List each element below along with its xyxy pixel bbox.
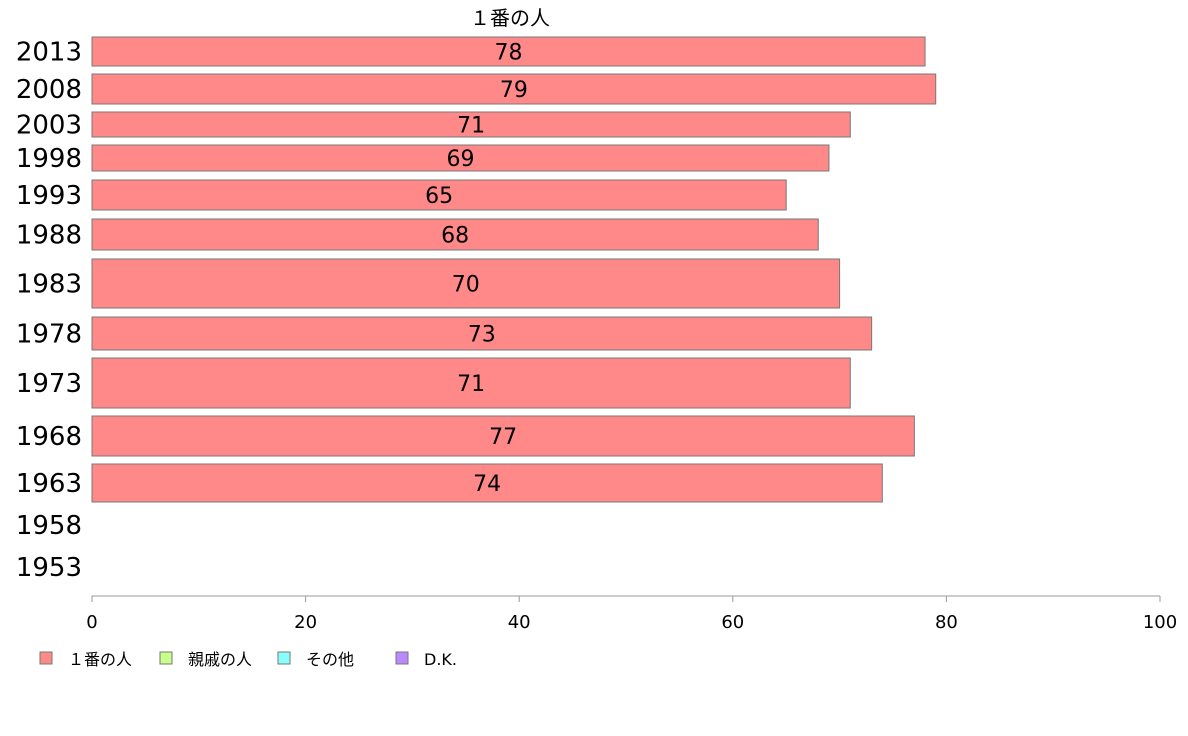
legend-label-3: D.K. <box>424 650 457 669</box>
legend-swatch-1 <box>159 651 173 665</box>
data-label-2003: 71 <box>457 114 485 139</box>
bar-1973 <box>91 357 851 409</box>
legend-label-0: １番の人 <box>68 650 132 669</box>
data-label-1978: 73 <box>468 323 496 348</box>
bar-1988 <box>91 218 819 251</box>
category-label-2008: 2008 <box>16 75 82 105</box>
data-label-1968: 77 <box>489 425 517 450</box>
category-label-1963: 1963 <box>16 469 82 499</box>
data-label-1988: 68 <box>441 224 469 249</box>
x-tick-label-60: 60 <box>721 612 744 633</box>
bar-1983 <box>91 258 841 309</box>
category-label-1978: 1978 <box>16 320 82 350</box>
category-label-1983: 1983 <box>16 270 82 300</box>
category-label-1988: 1988 <box>16 221 82 251</box>
chart-rows: 2013 78 2008 79 2003 71 1998 69 1993 65 1988 68 1983… <box>16 36 937 583</box>
bar-1993 <box>91 179 787 211</box>
x-tick-label-0: 0 <box>86 612 97 633</box>
data-label-1963: 74 <box>473 472 501 497</box>
bar-1963 <box>91 463 883 503</box>
legend-label-2: その他 <box>306 650 354 669</box>
data-label-2008: 79 <box>500 78 528 103</box>
data-label-1993: 65 <box>425 184 453 209</box>
bar-1998 <box>91 144 830 172</box>
category-label-1953: 1953 <box>16 553 82 583</box>
bar-1968 <box>91 415 915 457</box>
category-label-1998: 1998 <box>16 144 82 174</box>
bar-2003 <box>91 111 851 138</box>
data-label-1983: 70 <box>452 273 480 298</box>
bar-2008 <box>91 73 937 105</box>
x-tick-label-80: 80 <box>935 612 958 633</box>
series-title: １番の人 <box>470 6 550 30</box>
category-label-1993: 1993 <box>16 181 82 211</box>
legend-swatch-3 <box>395 651 409 665</box>
legend-swatch-2 <box>277 651 291 665</box>
bar-2013 <box>91 36 926 67</box>
x-tick-label-100: 100 <box>1143 612 1177 633</box>
x-tick-label-20: 20 <box>294 612 317 633</box>
category-label-2003: 2003 <box>16 111 82 141</box>
category-label-1958: 1958 <box>16 511 82 541</box>
category-label-1968: 1968 <box>16 422 82 452</box>
x-axis: 0 20 40 60 80 100 <box>86 595 1177 633</box>
category-label-1973: 1973 <box>16 369 82 399</box>
legend-swatch-0 <box>39 651 53 665</box>
legend-label-1: 親戚の人 <box>188 650 252 669</box>
data-label-1998: 69 <box>446 147 474 172</box>
x-tick-label-40: 40 <box>508 612 531 633</box>
bar-1978 <box>91 316 873 351</box>
data-label-2013: 78 <box>495 41 523 66</box>
data-label-1973: 71 <box>457 372 485 397</box>
category-label-2013: 2013 <box>16 38 82 68</box>
legend: １番の人 親戚の人 その他 D.K. <box>39 650 457 669</box>
